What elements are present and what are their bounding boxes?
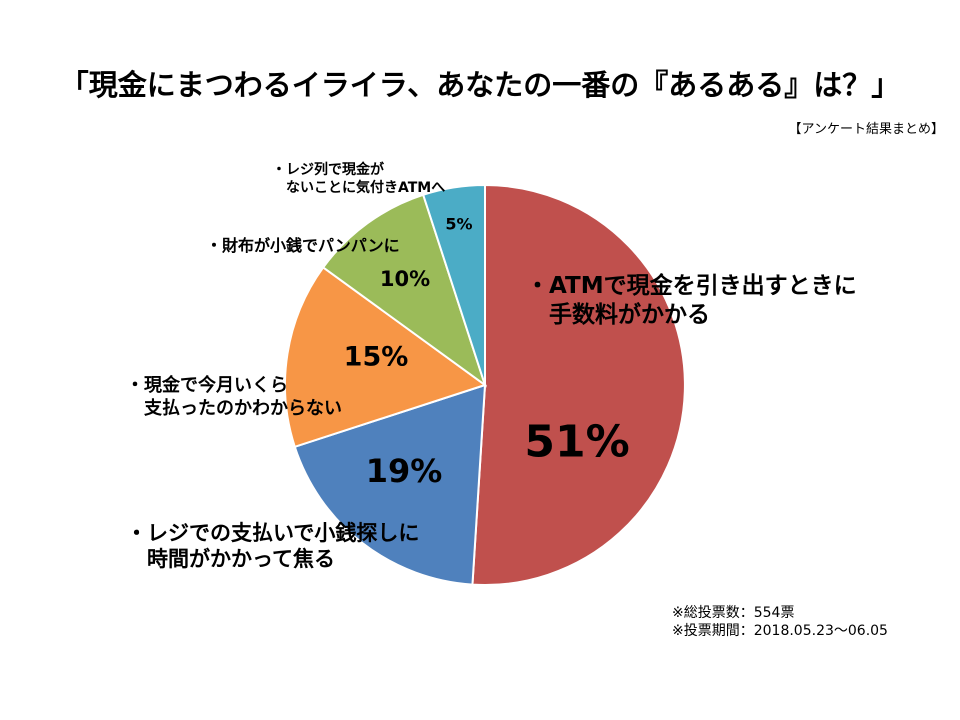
- slice-value-no-cash-atm: 5%: [445, 214, 473, 234]
- pie-slice-coin-search: [293, 383, 487, 586]
- slice-value-monthly-spend: 15%: [343, 341, 409, 373]
- slice-label-line: ・レジ列で現金が: [272, 162, 384, 178]
- slice-label-line: ・レジでの支払いで小銭探しに: [126, 521, 420, 545]
- slice-label-line: ・財布が小銭でパンパンに: [206, 236, 400, 255]
- slice-label-line: 支払ったのかわからない: [126, 397, 342, 419]
- slice-value-atm-fee: 51%: [524, 416, 630, 468]
- slice-value-coin-search: 19%: [365, 452, 443, 490]
- slice-label-coin-search: ・レジでの支払いで小銭探しに 時間がかかって焦る: [126, 520, 419, 573]
- slice-label-atm-fee: ・ATMで現金を引き出すときに 手数料がかかる: [526, 272, 857, 330]
- chart-title: 「現金にまつわるイライラ、あなたの一番の『あるある』は？」: [59, 68, 901, 102]
- slice-label-line: 時間がかかって焦る: [126, 547, 335, 572]
- pie-slice-no-cash-atm: [421, 183, 486, 386]
- slice-label-line: ・現金で今月いくら: [126, 375, 288, 396]
- slice-label-line: 手数料がかかる: [526, 301, 710, 328]
- pie-slice-monthly-spend: [284, 266, 488, 449]
- slice-label-no-cash-atm: ・レジ列で現金が ないことに気付きATMへ: [272, 162, 445, 197]
- chart-subtitle: 【アンケート結果まとめ】: [788, 122, 944, 137]
- pie-slice-atm-fee: [471, 183, 686, 586]
- slice-label-line: ないことに気付きATMへ: [272, 179, 446, 196]
- total-votes-note: ※総投票数：554票: [672, 605, 795, 621]
- pie-slice-wallet-coins: [321, 193, 487, 388]
- survey-notes: ※総投票数：554票 ※投票期間：2018.05.23～06.05: [672, 604, 888, 640]
- slice-label-line: ・ATMで現金を引き出すときに: [526, 273, 857, 299]
- slice-label-wallet-coins: ・財布が小銭でパンパンに: [206, 236, 400, 256]
- slice-label-monthly-spend: ・現金で今月いくら 支払ったのかわからない: [126, 375, 342, 420]
- voting-period-note: ※投票期間：2018.05.23～06.05: [672, 623, 888, 640]
- slice-value-wallet-coins: 10%: [379, 267, 431, 291]
